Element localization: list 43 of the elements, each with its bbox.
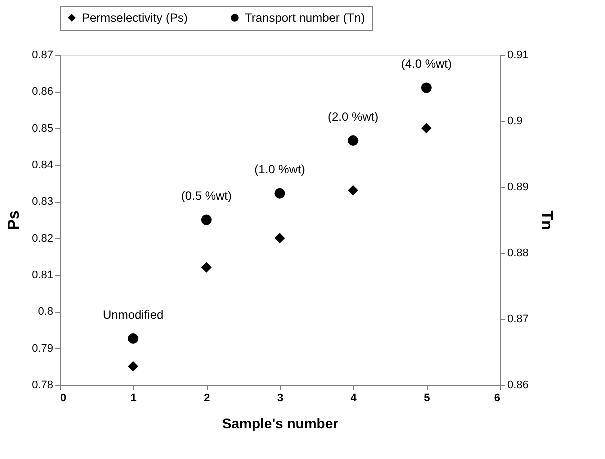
y-axis-title: Ps <box>6 210 24 230</box>
annotation: Unmodified <box>102 308 164 322</box>
y-tick-label: 0.82 <box>32 232 54 245</box>
annotation: (4.0 %wt) <box>401 57 452 71</box>
y-tick-label: 0.84 <box>32 160 54 172</box>
point <box>274 233 286 244</box>
y-tick-label: 0.86 <box>32 86 54 98</box>
y2-tick-label: 0.88 <box>508 248 529 260</box>
x-tick-label: 6 <box>494 392 500 404</box>
point <box>348 136 359 146</box>
y-tick-label: 0.78 <box>32 380 54 392</box>
y2-tick-label: 0.89 <box>508 182 529 194</box>
annotation: (2.0 %wt) <box>328 110 379 124</box>
annotation: (0.5 %wt) <box>181 189 232 203</box>
x-tick-label: 4 <box>350 392 358 404</box>
y-tick-label: 0.87 <box>32 50 54 62</box>
x-tick-label: 1 <box>130 392 137 404</box>
x-tick-label: 2 <box>204 392 210 404</box>
point <box>128 334 139 344</box>
y2-tick-label: 0.91 <box>508 50 529 62</box>
point <box>201 262 212 273</box>
y2-tick-label: 0.86 <box>508 380 529 392</box>
annotation: (1.0 %wt) <box>254 162 306 177</box>
point <box>128 361 139 372</box>
legend-label: Transport number (Tn) <box>245 11 366 25</box>
y-tick-label: 0.81 <box>32 270 54 282</box>
y2-tick-label: 0.9 <box>508 116 523 128</box>
x-axis-title: Sample's number <box>222 416 340 432</box>
y2-axis-title: Tn <box>538 210 555 230</box>
x-tick-label: 3 <box>277 392 284 404</box>
legend-label: Permselectivity (Ps) <box>82 11 188 25</box>
x-tick-label: 0 <box>60 392 67 404</box>
y-tick-label: 0.85 <box>32 122 54 135</box>
point <box>274 188 286 199</box>
y-tick-label: 0.83 <box>32 196 54 208</box>
y-tick-label: 0.8 <box>38 306 54 318</box>
point <box>201 214 212 226</box>
point <box>348 185 359 196</box>
point <box>421 82 432 94</box>
y-tick-label: 0.79 <box>32 342 54 355</box>
y2-tick-label: 0.87 <box>508 314 529 326</box>
point <box>421 123 432 134</box>
x-tick-label: 5 <box>424 392 430 404</box>
